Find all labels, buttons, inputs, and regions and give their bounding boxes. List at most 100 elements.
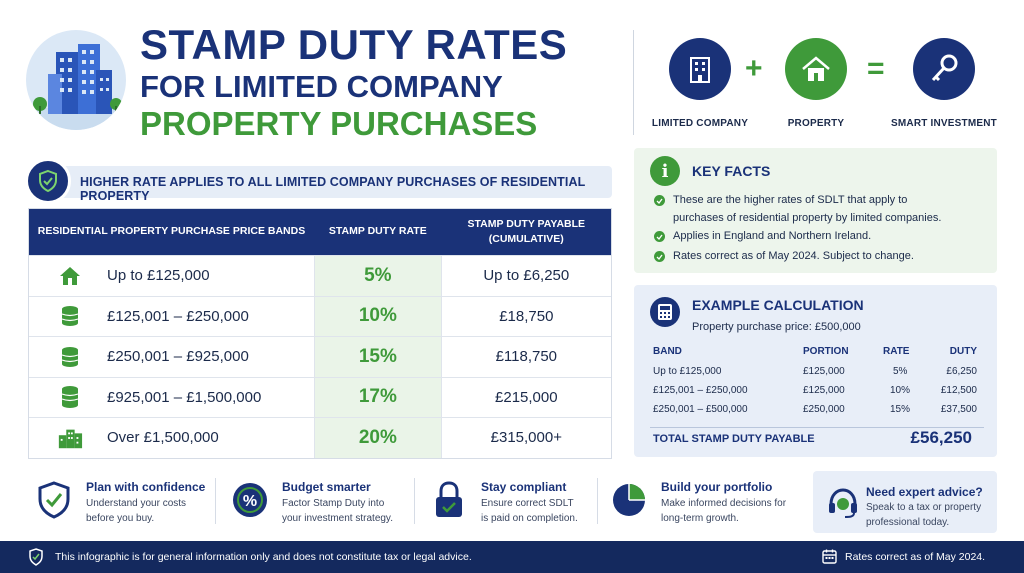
rate-cell: 5% xyxy=(314,256,442,296)
fact-text: Rates correct as of May 2024. Subject to… xyxy=(673,250,914,262)
coins-icon xyxy=(57,385,83,409)
calculator-icon xyxy=(650,297,680,327)
rate-cell: 15% xyxy=(314,337,442,377)
band-cell: £925,001 – £1,500,000 xyxy=(107,388,262,406)
column-header-rate: STAMP DUTY RATE xyxy=(328,225,427,238)
calc-band: £125,001 – £250,000 xyxy=(653,385,748,396)
rate-cell: 20% xyxy=(314,418,442,458)
headset-icon xyxy=(825,483,861,523)
calc-band: Up to £125,000 xyxy=(653,366,722,377)
band-cell: £250,001 – £925,000 xyxy=(107,348,249,366)
svg-text:%: % xyxy=(243,493,257,510)
table-row: Over £1,500,000 20% £315,000+ xyxy=(29,417,611,458)
feature-title: Budget smarter xyxy=(282,480,371,494)
banner-text: HIGHER RATE APPLIES TO ALL LIMITED COMPA… xyxy=(80,175,586,203)
example-subtitle: Property purchase price: £500,000 xyxy=(692,321,861,333)
investment-equation: LIMITED COMPANY + PROPERTY = SMART INVES… xyxy=(640,38,1010,138)
fact-text: purchases of residential property by lim… xyxy=(673,211,942,224)
house-icon xyxy=(57,266,83,286)
calc-col-band: BAND xyxy=(653,346,682,357)
stamp-duty-table: RESIDENTIAL PROPERTY PURCHASE PRICE BAND… xyxy=(28,208,612,459)
office-building-illustration xyxy=(26,30,126,130)
example-title: EXAMPLE CALCULATION xyxy=(692,297,864,313)
calc-duty: £12,500 xyxy=(940,385,977,396)
fact-text: These are the higher rates of SDLT that … xyxy=(673,194,908,206)
feature-text: Factor Stamp Duty into your investment st… xyxy=(282,498,393,524)
table-row: £250,001 – £925,000 15% £118,750 xyxy=(29,336,611,377)
fact-text: Applies in England and Northern Ireland. xyxy=(673,230,872,242)
pie-chart-icon xyxy=(611,480,647,520)
column-header-band: RESIDENTIAL PROPERTY PURCHASE PRICE BAND… xyxy=(37,225,306,238)
calc-col-duty: DUTY xyxy=(949,346,977,357)
equation-smart-investment: SMART INVESTMENT xyxy=(884,38,1004,129)
shield-check-icon xyxy=(36,480,72,520)
total-divider xyxy=(650,427,984,428)
coins-icon xyxy=(57,346,83,368)
column-header-payable: STAMP DUTY PAYABLE (CUMULATIVE) xyxy=(442,209,611,255)
footer-bar: This infographic is for general informat… xyxy=(0,541,1024,573)
calc-portion: £125,000 xyxy=(803,385,845,396)
info-icon: i xyxy=(650,156,680,186)
check-icon xyxy=(654,195,665,206)
calendar-icon xyxy=(822,549,837,567)
calc-portion: £125,000 xyxy=(803,366,845,377)
calc-duty: £6,250 xyxy=(946,366,977,377)
office-building-icon xyxy=(669,38,731,100)
calc-band: £250,001 – £500,000 xyxy=(653,404,748,415)
header-divider xyxy=(633,30,634,135)
title-line-3: PROPERTY PURCHASES xyxy=(140,105,538,142)
rate-cell: 17% xyxy=(314,377,442,417)
feature-divider xyxy=(215,478,216,524)
example-calculation-panel: EXAMPLE CALCULATION Property purchase pr… xyxy=(634,285,997,457)
calc-duty: £37,500 xyxy=(940,404,977,415)
shield-check-icon xyxy=(28,548,44,569)
percent-icon: % xyxy=(232,480,268,520)
feature-title: Build your portfolio xyxy=(661,480,773,494)
calc-rate: 15% xyxy=(890,404,911,415)
calc-col-rate: RATE xyxy=(883,346,910,357)
higher-rate-banner: HIGHER RATE APPLIES TO ALL LIMITED COMPA… xyxy=(30,166,612,203)
expert-advice-panel: Need expert advice? Speak to a tax or pr… xyxy=(813,471,997,533)
feature-title: Stay compliant xyxy=(481,480,567,494)
key-facts-title: KEY FACTS xyxy=(692,163,771,179)
page-title: STAMP DUTY RATES FOR LIMITED COMPANY PRO… xyxy=(140,21,620,142)
equation-label: PROPERTY xyxy=(787,118,845,129)
equals-sign: = xyxy=(867,52,885,85)
calc-rate: 5% xyxy=(893,366,908,377)
plus-sign: + xyxy=(745,52,763,85)
feature-text: Make informed decisions for long-term gro… xyxy=(661,498,787,524)
footer-date-note: Rates correct as of May 2024. xyxy=(845,551,986,563)
table-row: Up to £125,000 5% Up to £6,250 xyxy=(29,255,611,296)
feature-text: Ensure correct SDLT is paid on completion… xyxy=(481,498,578,524)
padlock-icon xyxy=(431,480,467,520)
band-cell: Over £1,500,000 xyxy=(107,429,219,447)
payable-cell: Up to £6,250 xyxy=(483,267,570,285)
equation-label: LIMITED COMPANY xyxy=(651,118,749,129)
payable-cell: £18,750 xyxy=(499,307,554,325)
fact-item: Applies in England and Northern Ireland. xyxy=(654,228,871,246)
shield-check-icon xyxy=(25,158,71,204)
total-label: TOTAL STAMP DUTY PAYABLE xyxy=(653,433,815,445)
fact-item: These are the higher rates of SDLT that … xyxy=(654,192,941,227)
table-header: RESIDENTIAL PROPERTY PURCHASE PRICE BAND… xyxy=(29,209,611,255)
title-line-1: STAMP DUTY RATES xyxy=(140,21,568,68)
equation-label: SMART INVESTMENT xyxy=(891,118,997,129)
advice-text: Speak to a tax or property professional t… xyxy=(866,502,982,528)
payable-header-line1: STAMP DUTY PAYABLE xyxy=(467,217,586,230)
table-row: £125,001 – £250,000 10% £18,750 xyxy=(29,295,611,336)
payable-cell: £118,750 xyxy=(495,348,558,366)
band-cell: Up to £125,000 xyxy=(107,267,210,285)
feature-divider xyxy=(414,478,415,524)
equation-limited-company: LIMITED COMPANY xyxy=(640,38,760,129)
calc-portion: £250,000 xyxy=(803,404,845,415)
feature-title: Plan with confidence xyxy=(86,480,206,494)
title-line-2: FOR LIMITED COMPANY xyxy=(140,69,503,104)
advice-title: Need expert advice? xyxy=(866,485,983,499)
calc-col-portion: PORTION xyxy=(803,346,849,357)
payable-cell: £215,000 xyxy=(495,388,558,406)
buildings-icon xyxy=(57,427,83,449)
payable-header-line2: (CUMULATIVE) xyxy=(488,233,564,245)
key-facts-panel: i KEY FACTS These are the higher rates o… xyxy=(634,148,997,273)
band-cell: £125,001 – £250,000 xyxy=(107,307,249,325)
payable-cell: £315,000+ xyxy=(490,429,562,447)
